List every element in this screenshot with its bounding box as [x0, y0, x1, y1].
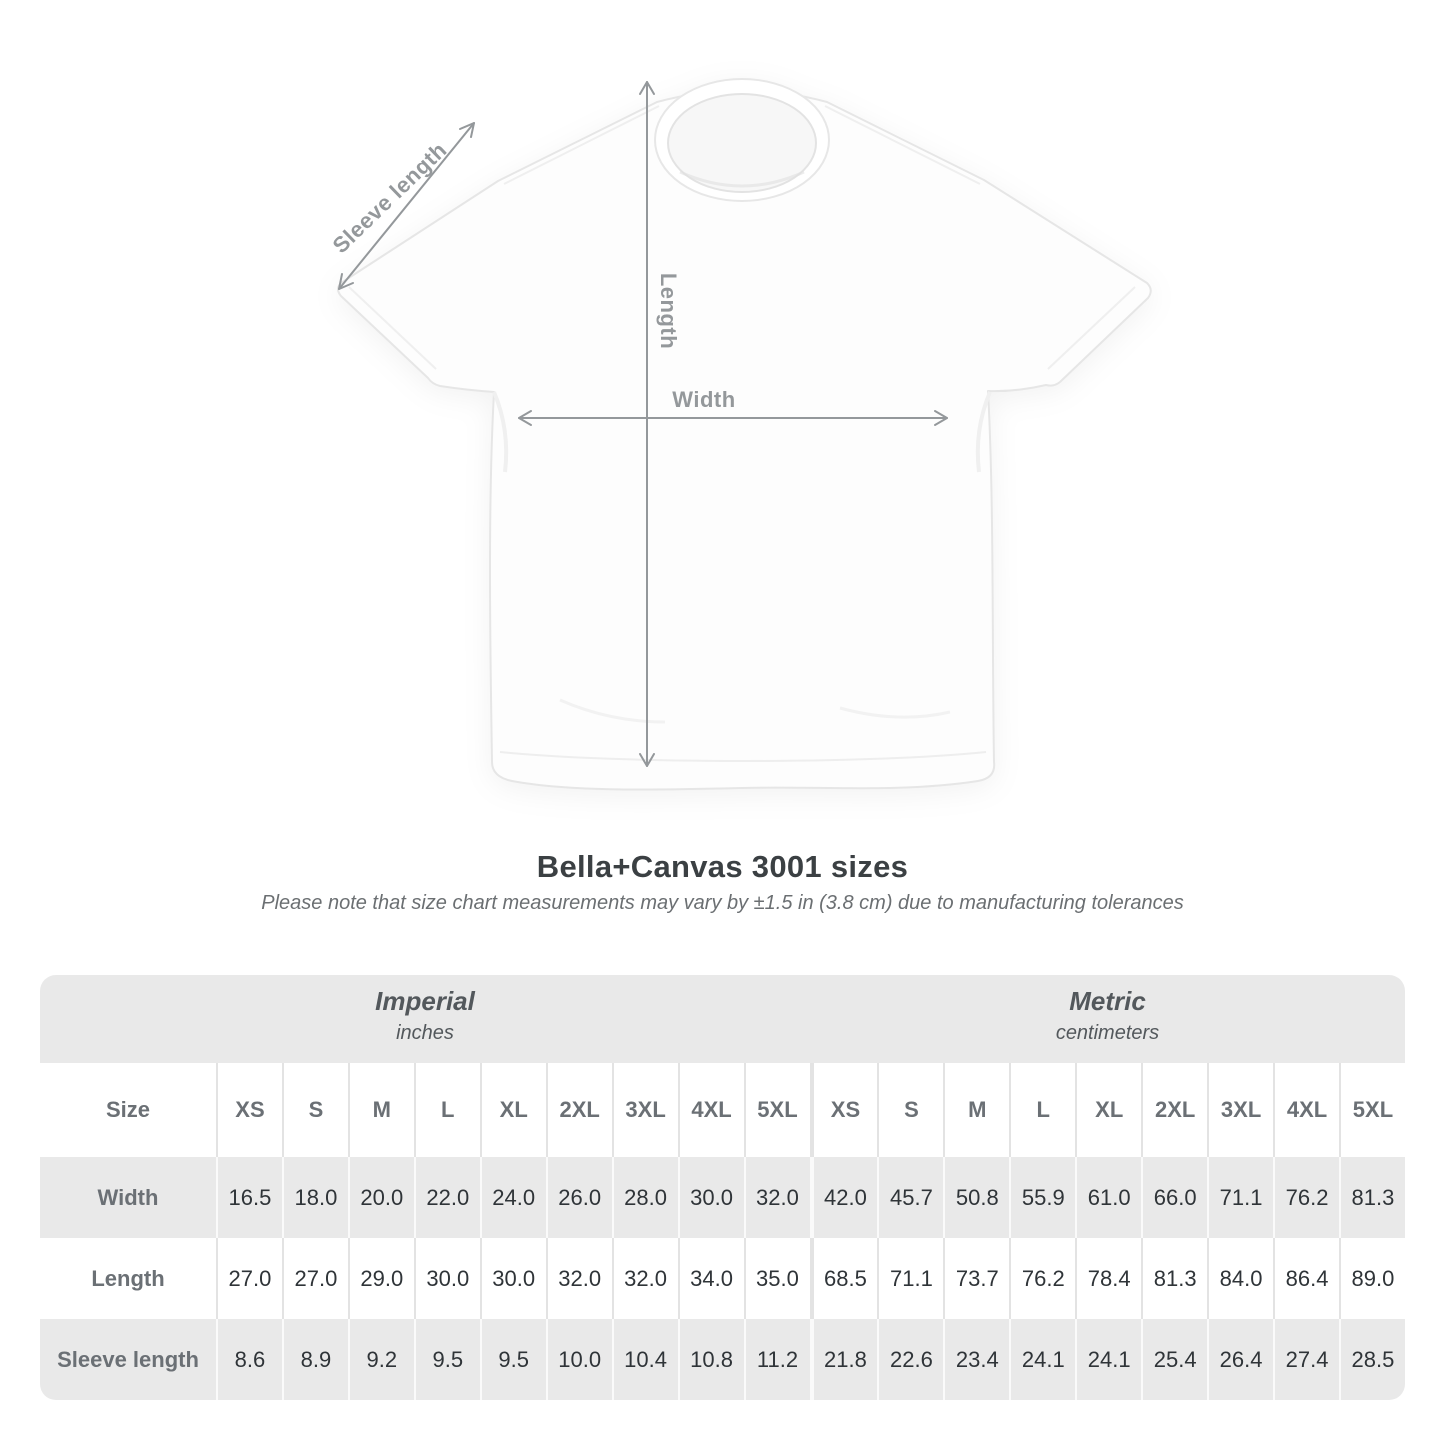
size-header-row: Size XS S M L XL 2XL 3XL 4XL 5XL XS S M L XL 2XL 3XL 4X…	[40, 1063, 1405, 1157]
measurement-value: 30.0	[479, 1238, 546, 1319]
imperial-unit: inches	[396, 1021, 454, 1044]
measurement-value: 26.4	[1207, 1319, 1273, 1400]
measurement-value: 81.3	[1141, 1238, 1207, 1319]
row-label: Width	[97, 1184, 159, 1210]
size-table: Imperial inches Metric centimeters Size …	[40, 975, 1405, 1400]
measurement-value: 89.0	[1339, 1238, 1405, 1319]
measurement-value: 27.0	[281, 1238, 348, 1319]
measurement-value: 16.5	[228, 1184, 272, 1210]
measurement-value: 27.0	[228, 1265, 272, 1291]
row-label: Length	[91, 1265, 165, 1291]
measurement-value: 22.6	[877, 1319, 943, 1400]
measurement-value: 20.0	[347, 1157, 414, 1238]
metric-unit: centimeters	[1055, 1021, 1160, 1044]
measurement-value: 24.1	[1075, 1319, 1141, 1400]
size-column-header: 5XL	[1339, 1063, 1405, 1157]
measurement-value: 27.4	[1273, 1319, 1339, 1400]
measurement-value: 50.8	[943, 1157, 1009, 1238]
measurement-value: 28.0	[611, 1157, 678, 1238]
size-column-header: 2XL	[1141, 1063, 1207, 1157]
table-row-length: Length 27.0 27.0 29.0 30.0 30.0 32.0 32.0 34.0 3…	[40, 1238, 1405, 1319]
measurement-value: 34.0	[677, 1238, 744, 1319]
measurement-value: 32.0	[545, 1238, 612, 1319]
length-arrow	[639, 81, 655, 767]
size-column-header: XL	[1075, 1063, 1141, 1157]
tshirt-shape	[337, 78, 1152, 791]
size-column-header: XL	[479, 1063, 546, 1157]
measurement-value: 68.5	[824, 1265, 867, 1291]
metric-label: Metric	[1069, 985, 1146, 1016]
width-label: Width	[672, 387, 736, 412]
measurement-value: 35.0	[743, 1238, 810, 1319]
sleeve-length-arrow	[338, 122, 475, 290]
size-column-header: 4XL	[1273, 1063, 1339, 1157]
page-title: Bella+Canvas 3001 sizes	[536, 849, 909, 884]
measurement-value: 22.0	[413, 1157, 480, 1238]
measurement-value: 10.4	[611, 1319, 678, 1400]
table-row-width: Width 16.5 18.0 20.0 22.0 24.0 26.0 28.0 30.0 32…	[40, 1157, 1405, 1238]
measurement-value: 10.8	[677, 1319, 744, 1400]
size-column-header: S	[281, 1063, 348, 1157]
measurement-value: 26.0	[545, 1157, 612, 1238]
measurement-value: 30.0	[413, 1238, 480, 1319]
size-header-label: Size	[105, 1097, 151, 1122]
size-column-header: XS	[830, 1097, 861, 1122]
size-column-header: L	[413, 1063, 480, 1157]
measurement-value: 84.0	[1207, 1238, 1273, 1319]
measurement-value: 61.0	[1075, 1157, 1141, 1238]
measurement-value: 24.0	[479, 1157, 546, 1238]
measurement-value: 76.2	[1009, 1238, 1075, 1319]
unit-group-header-row: Imperial inches Metric centimeters	[40, 975, 1405, 1063]
measurement-value: 28.5	[1339, 1319, 1405, 1400]
tolerance-note: Please note that size chart measurements…	[261, 892, 1184, 914]
measurement-value: 11.2	[743, 1319, 810, 1400]
imperial-label: Imperial	[375, 985, 475, 1016]
tshirt-illustration	[337, 78, 1152, 791]
measurement-value: 78.4	[1075, 1238, 1141, 1319]
imperial-group-header: Imperial inches	[40, 975, 810, 1063]
measurement-value: 32.0	[743, 1157, 810, 1238]
measurement-value: 9.5	[479, 1319, 546, 1400]
size-column-header: 5XL	[743, 1063, 810, 1157]
measurement-value: 81.3	[1339, 1157, 1405, 1238]
size-column-header: M	[347, 1063, 414, 1157]
measurement-value: 42.0	[824, 1184, 867, 1210]
size-column-header: 3XL	[611, 1063, 678, 1157]
measurement-value: 8.6	[234, 1346, 266, 1372]
row-label: Sleeve length	[57, 1346, 199, 1372]
measurement-value: 86.4	[1273, 1238, 1339, 1319]
measurement-value: 71.1	[877, 1238, 943, 1319]
measurement-value: 66.0	[1141, 1157, 1207, 1238]
metric-group-header: Metric centimeters	[810, 975, 1405, 1063]
size-column-header: 3XL	[1207, 1063, 1273, 1157]
measurement-value: 18.0	[281, 1157, 348, 1238]
table-row-sleeve-length: Sleeve length 8.6 8.9 9.2 9.5 9.5 10.0 10.4 10.…	[40, 1319, 1405, 1400]
size-column-header: XS	[235, 1097, 265, 1122]
measurement-value: 23.4	[943, 1319, 1009, 1400]
measurement-value: 29.0	[347, 1238, 414, 1319]
measurement-value: 45.7	[877, 1157, 943, 1238]
size-column-header: L	[1009, 1063, 1075, 1157]
size-column-header: M	[943, 1063, 1009, 1157]
measurement-value: 25.4	[1141, 1319, 1207, 1400]
size-column-header: 2XL	[545, 1063, 612, 1157]
measurement-value: 8.9	[281, 1319, 348, 1400]
measurement-value: 10.0	[545, 1319, 612, 1400]
measurement-value: 71.1	[1207, 1157, 1273, 1238]
size-column-header: 4XL	[677, 1063, 744, 1157]
measurement-value: 73.7	[943, 1238, 1009, 1319]
measurement-value: 9.5	[413, 1319, 480, 1400]
measurement-value: 76.2	[1273, 1157, 1339, 1238]
measurement-value: 9.2	[347, 1319, 414, 1400]
measurement-value: 32.0	[611, 1238, 678, 1319]
measurement-value: 55.9	[1009, 1157, 1075, 1238]
length-label: Length	[656, 272, 681, 350]
measurement-value: 21.8	[824, 1346, 867, 1372]
measurement-value: 24.1	[1009, 1319, 1075, 1400]
measurement-value: 30.0	[677, 1157, 744, 1238]
size-column-header: S	[877, 1063, 943, 1157]
width-arrow	[518, 410, 948, 426]
